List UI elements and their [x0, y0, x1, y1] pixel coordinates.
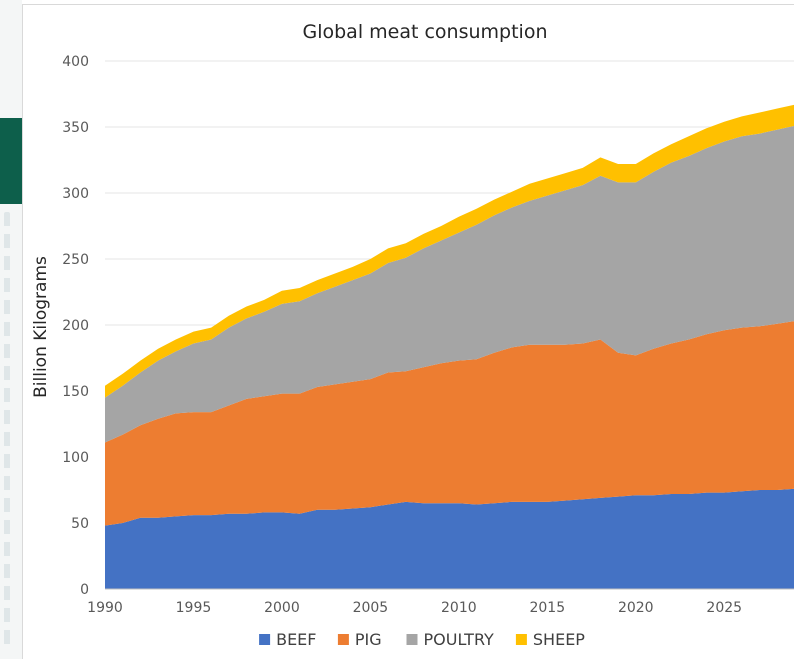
y-tick-label-0: 0	[80, 582, 89, 598]
x-tick-label-2015: 2015	[529, 600, 565, 616]
legend-swatch-beef	[259, 634, 271, 645]
legend-label-poultry: POULTRY	[424, 630, 495, 649]
x-tick-label-2025: 2025	[706, 600, 742, 616]
legend: BEEF PIG POULTRY SHEEP	[259, 630, 585, 649]
y-tick-label-200: 200	[62, 318, 89, 334]
x-tick-label-1990: 1990	[87, 600, 123, 616]
x-tick-label-2010: 2010	[441, 600, 477, 616]
y-tick-label-300: 300	[62, 186, 89, 202]
x-tick-label-2000: 2000	[264, 600, 300, 616]
area-sheep	[105, 104, 794, 398]
y-tick-label-350: 350	[62, 120, 89, 136]
legend-label-pig: PIG	[355, 630, 382, 649]
chart-svg: 0 50 100 150 200 250 300 350 400 1990 1995 2000 200…	[31, 21, 794, 649]
y-tick-label-250: 250	[62, 252, 89, 268]
x-tick-label-2020: 2020	[618, 600, 654, 616]
y-tick-label-100: 100	[62, 450, 89, 466]
stacked-areas	[105, 104, 794, 589]
legend-label-beef: BEEF	[276, 630, 316, 649]
legend-swatch-poultry	[406, 634, 418, 645]
x-axis-ticks: 1990 1995 2000 2005 2010 2015 2020 2025	[87, 600, 742, 616]
y-tick-label-50: 50	[71, 516, 89, 532]
x-tick-label-2005: 2005	[353, 600, 389, 616]
area-pig	[105, 321, 794, 526]
y-axis-ticks: 0 50 100 150 200 250 300 350 400	[62, 54, 89, 598]
legend-swatch-sheep	[515, 634, 527, 645]
background-dotted-strip	[4, 212, 10, 652]
y-tick-label-150: 150	[62, 384, 89, 400]
x-tick-label-1995: 1995	[176, 600, 212, 616]
y-axis-title: Billion Kilograms	[31, 256, 51, 398]
chart-title: Global meat consumption	[303, 21, 548, 43]
chart-frame: 0 50 100 150 200 250 300 350 400 1990 1995 2000 200…	[22, 4, 794, 659]
area-beef	[105, 488, 794, 589]
legend-label-sheep: SHEEP	[533, 630, 585, 649]
area-poultry	[105, 125, 794, 443]
y-tick-label-400: 400	[62, 54, 89, 70]
legend-swatch-pig	[337, 634, 349, 645]
background-green-band	[0, 118, 22, 204]
